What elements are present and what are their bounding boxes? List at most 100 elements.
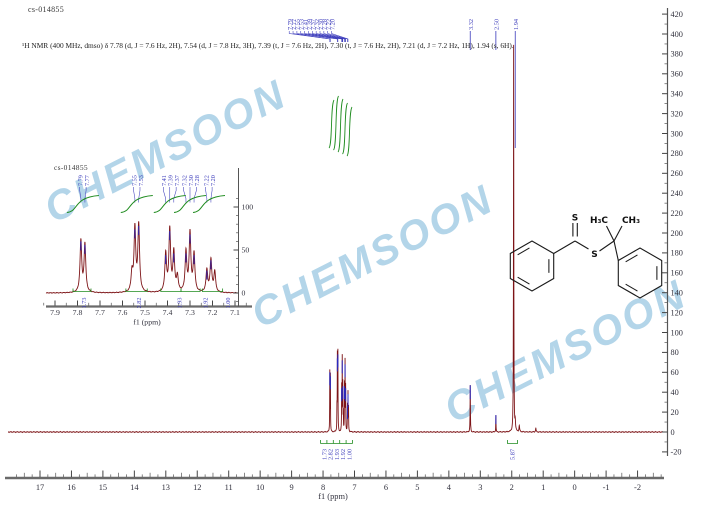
- y-tick-label: 380: [671, 50, 683, 59]
- bond: [553, 240, 576, 254]
- x-tick-label: 5: [415, 483, 419, 492]
- sample-id: cs-014855: [28, 5, 65, 14]
- inset-peak-label-leader: [84, 187, 87, 203]
- inset-peak-label-leader: [163, 187, 166, 203]
- y-tick-label: 260: [671, 169, 683, 178]
- inset-peak-shift-label: 7.53: [138, 175, 145, 186]
- y-tick-label: 220: [671, 209, 683, 218]
- peak-shift-label: 7.22: [326, 19, 333, 30]
- inset-integral-bracket: [72, 288, 92, 292]
- chemical-structure: S S H₃C CH₃: [509, 214, 663, 299]
- inset-y-tick-label: 0: [242, 289, 246, 298]
- x-tick-label: 15: [99, 483, 107, 492]
- peak-shift-label: 7.79: [287, 19, 294, 30]
- inset-peak-shift-label: 7.77: [84, 175, 91, 186]
- inset-integral-curve: [153, 195, 186, 213]
- peak-shift-label: 7.37: [310, 19, 317, 30]
- inset-integral-bracket: [180, 288, 201, 292]
- peak-shift-label: 7.32: [314, 19, 321, 30]
- inset-x-tick-label: 7.8: [73, 308, 83, 317]
- peak-label-leader: [315, 31, 345, 42]
- inset-y-tick-label: 50: [242, 246, 250, 255]
- inset-peak-shift-label: 7.32: [181, 175, 188, 186]
- peak-label-leader: [319, 31, 346, 42]
- peak-shift-label: 7.53: [299, 19, 306, 30]
- y-tick-label: 340: [671, 90, 683, 99]
- x-tick-label: 2: [510, 483, 514, 492]
- integral-value: 1.92: [340, 449, 347, 460]
- peak-shift-label: 3.32: [468, 19, 475, 30]
- aromatic-double-bond: [517, 276, 530, 285]
- methyl-left-label: H₃C: [590, 216, 608, 226]
- x-tick-label: 9: [290, 483, 294, 492]
- x-tick-label: 4: [447, 483, 452, 492]
- nmr-assignment-title: ¹H NMR (400 MHz, dmso) δ 7.78 (d, J = 7.…: [22, 41, 514, 50]
- inset-spectrum-trace: [45, 221, 238, 294]
- benzene-ring: [509, 240, 555, 292]
- main-spectrum-trace: [7, 44, 664, 434]
- inset-peak-label-leader: [210, 187, 213, 203]
- bond: [599, 240, 615, 252]
- integral-curve: [346, 106, 353, 157]
- x-tick-label: 8: [321, 483, 325, 492]
- structure-bonds: [509, 223, 663, 299]
- inset-peak-label-leader: [133, 187, 136, 203]
- x-tick-label: 16: [67, 483, 75, 492]
- x-tick-label: 3: [478, 483, 482, 492]
- y-tick-label: 300: [671, 129, 683, 138]
- inset-y-tick-label: 100: [242, 203, 254, 212]
- bond: [613, 240, 619, 261]
- integral-curve: [333, 95, 339, 151]
- inset-integral-value: 1.73: [81, 298, 88, 309]
- x-tick-label: 7: [352, 483, 356, 492]
- peak-label-leader: [292, 31, 331, 42]
- x-tick-label: -1: [603, 483, 610, 492]
- peak-label-leader: [323, 31, 346, 42]
- bond: [574, 240, 589, 250]
- x-axis-title: f1 (ppm): [318, 492, 348, 501]
- integral-bracket: [320, 440, 353, 444]
- peak-shift-label: 7.41: [302, 19, 309, 30]
- inset-peak-label-leader: [193, 187, 197, 203]
- integral-value: 5.87: [509, 449, 516, 460]
- peak-shift-label: 7.39: [306, 19, 313, 30]
- peak-shift-label: 7.77: [291, 19, 298, 30]
- inset-x-tick-label: 7.5: [140, 308, 150, 317]
- inset-integral-bracket: [125, 288, 148, 292]
- inset-peak-label-leader: [138, 187, 141, 203]
- aromatic-double-bond: [625, 254, 638, 263]
- inset-peak-label-leader: [183, 187, 187, 203]
- inset-x-tick-label: 7.9: [50, 308, 60, 317]
- y-tick-label: 400: [671, 30, 683, 39]
- inset-peak-label-leader: [173, 187, 177, 203]
- y-tick-label: 240: [671, 189, 683, 198]
- integral-bracket: [507, 440, 518, 444]
- peak-shift-label: 7.30: [318, 19, 325, 30]
- inset-integral-value: 1.92: [202, 298, 209, 309]
- y-tick-label: 40: [671, 388, 679, 397]
- inset-x-tick-label: 7.4: [163, 308, 173, 317]
- peak-label-leader: [331, 31, 349, 42]
- inset-peak-shift-label: 7.79: [78, 175, 85, 186]
- inset-x-axis-title: f1 (ppm): [133, 318, 161, 327]
- inset-peak-shift-label: 7.20: [210, 175, 217, 186]
- y-tick-label: 180: [671, 249, 683, 258]
- inset-x-tick-label: 7.3: [185, 308, 195, 317]
- inset-peak-shift-label: 7.30: [188, 175, 195, 186]
- y-tick-label: 140: [671, 289, 683, 298]
- bond: [613, 225, 623, 242]
- integral-value: 1.73: [321, 449, 328, 460]
- inset-peak-shift-label: 7.39: [168, 175, 175, 186]
- peak-label-leader: [288, 31, 331, 42]
- aromatic-double-bond: [625, 283, 638, 292]
- x-tick-label: 13: [162, 483, 170, 492]
- y-tick-label: -20: [671, 448, 682, 457]
- inset-integral-bracket: [160, 288, 182, 292]
- y-tick-label: 120: [671, 308, 683, 317]
- peak-label-leader: [296, 31, 338, 42]
- x-tick-label: 6: [384, 483, 388, 492]
- integral-curve: [328, 99, 335, 149]
- peak-label-leader: [300, 31, 339, 42]
- y-tick-label: 360: [671, 70, 683, 79]
- inset-x-tick-label: 7.6: [118, 308, 128, 317]
